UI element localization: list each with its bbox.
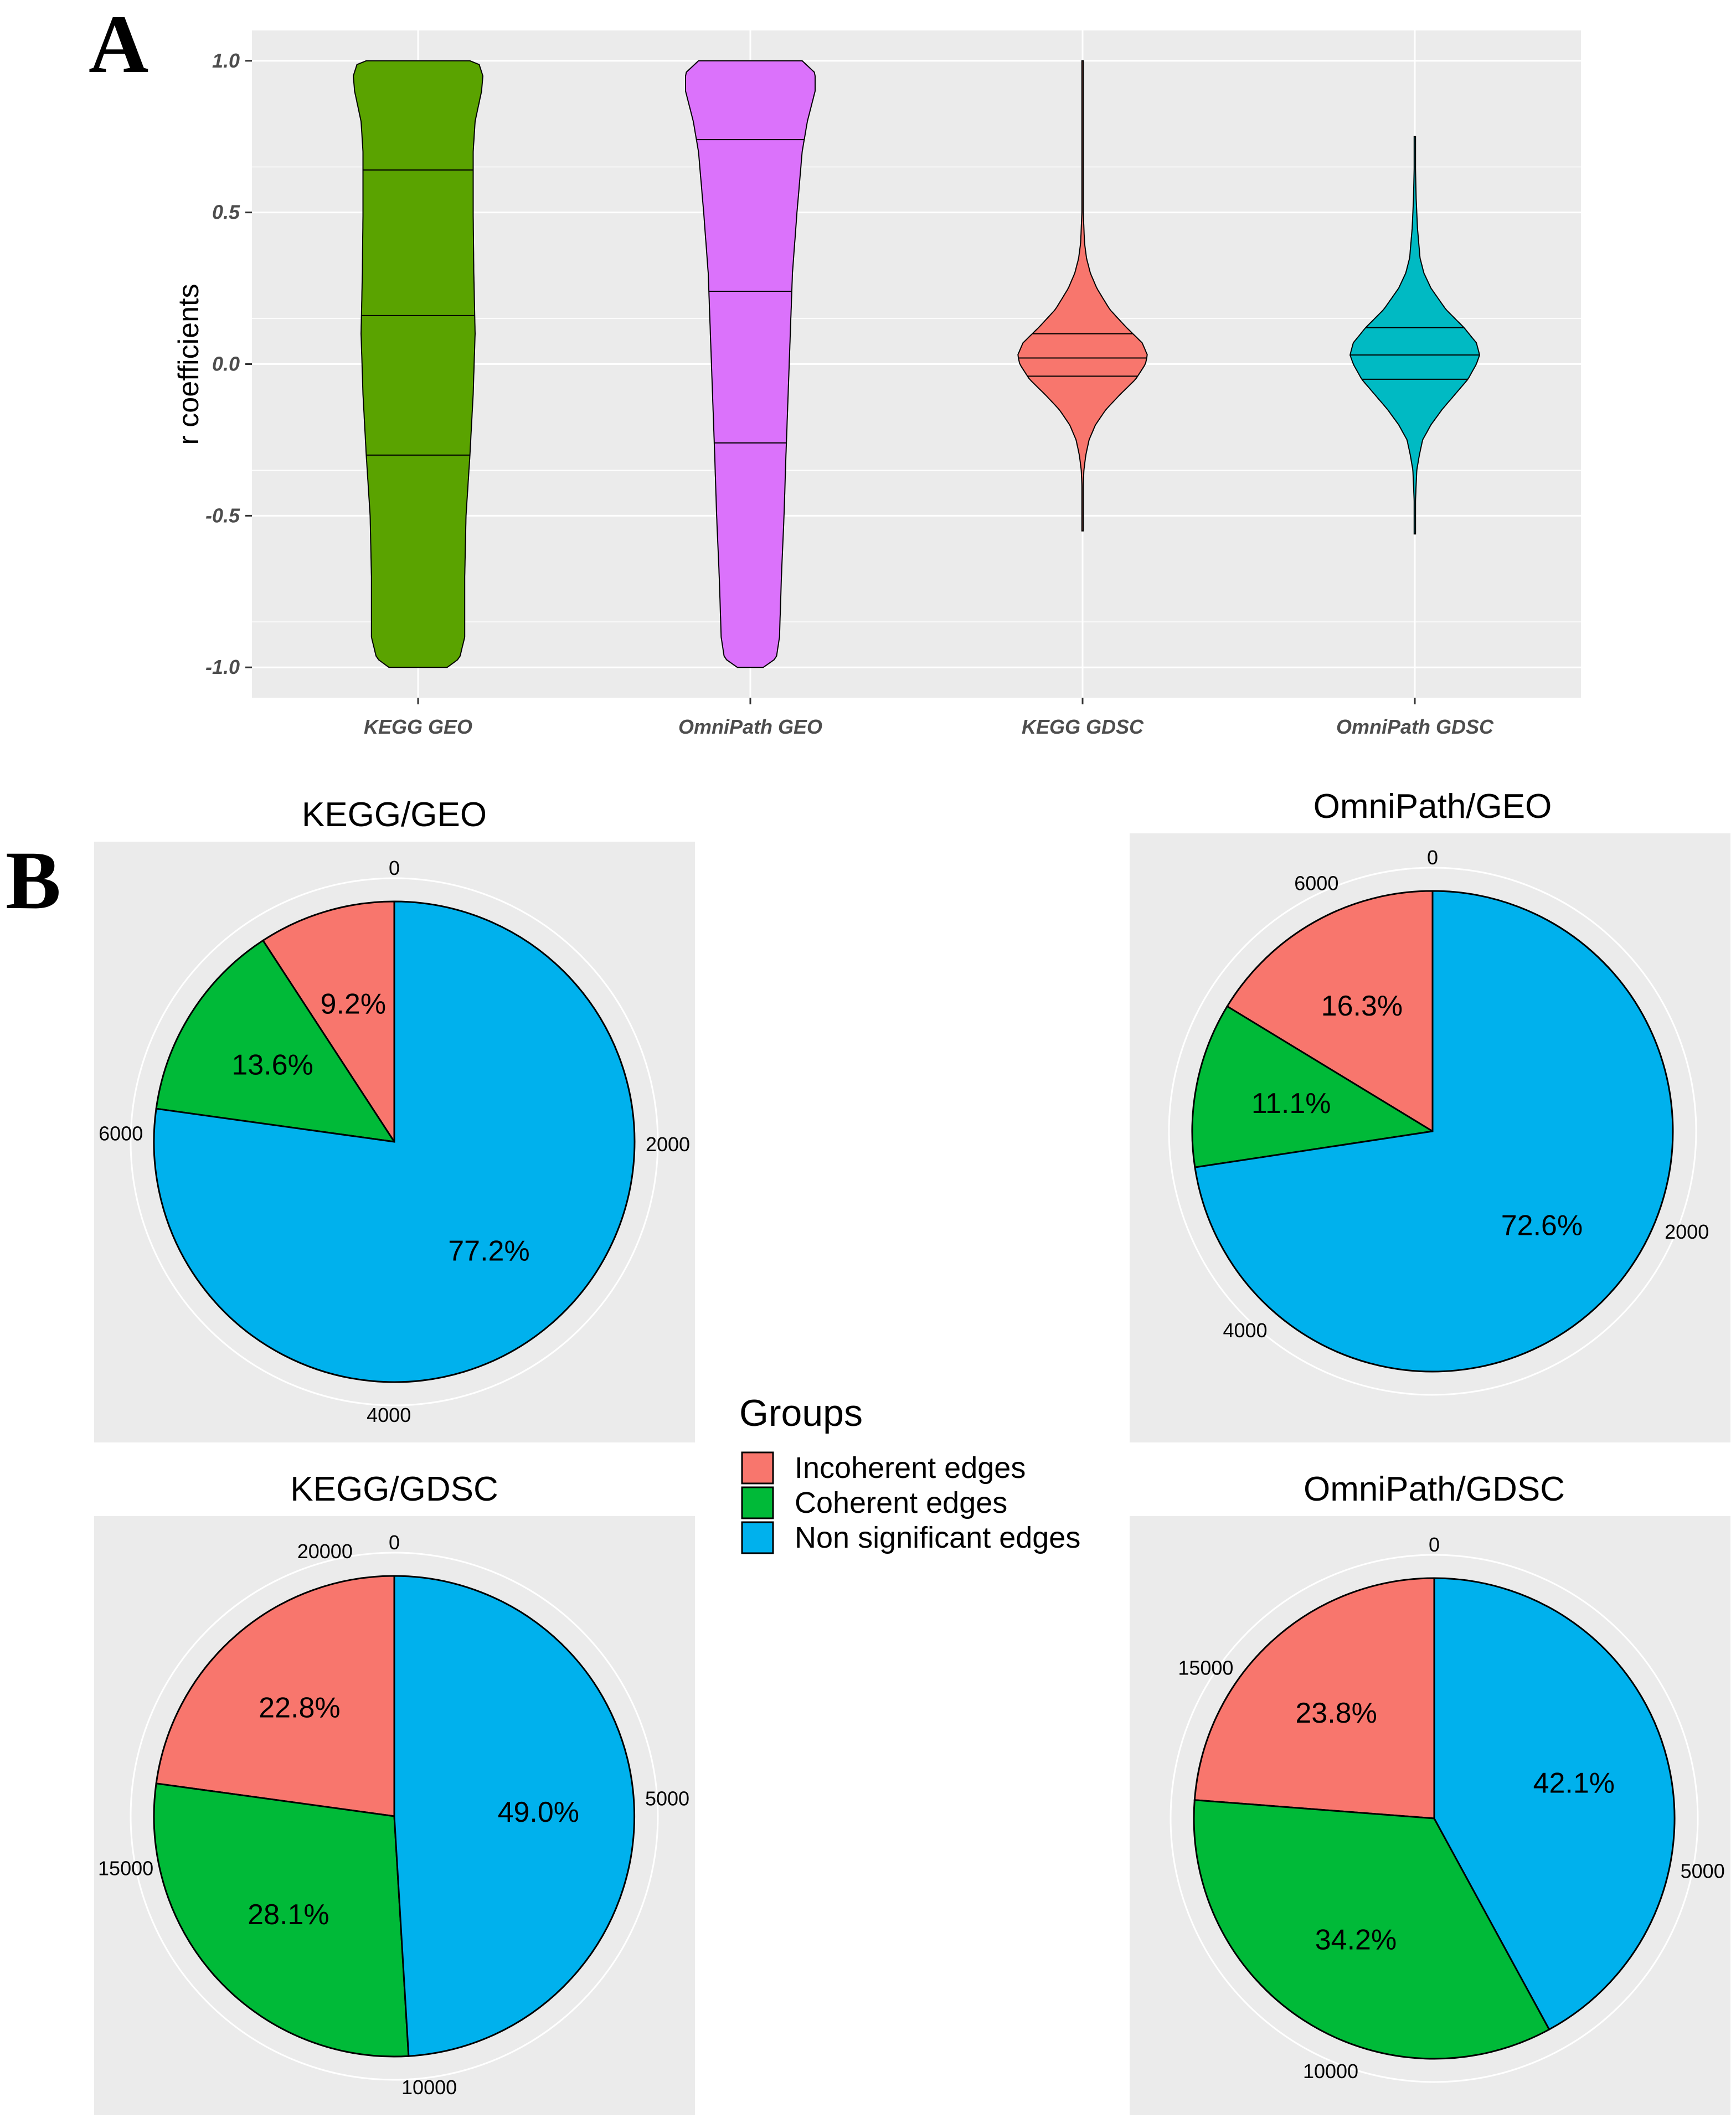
panel-a-label: A	[89, 0, 148, 90]
violin-omnipath-gdsc	[1349, 136, 1480, 535]
x-tick-label-kegg-geo: KEGG GEO	[364, 715, 472, 738]
pie-slice-label: 13.6%	[231, 1049, 313, 1081]
y-tick-label: 1.0	[212, 49, 240, 72]
pie-slice-label: 28.1%	[248, 1899, 329, 1931]
panel-b-label: B	[6, 834, 61, 926]
violin-kegg-geo	[352, 60, 484, 668]
legend-swatch-coherent-edges	[741, 1486, 774, 1519]
pie-slice-non-significant-edges	[153, 900, 636, 1383]
pie-count-tick: 6000	[1294, 872, 1338, 895]
pie-outer-grid-ring	[1168, 867, 1697, 1396]
pie-slice-label: 22.8%	[259, 1692, 340, 1724]
x-tick-label-omnipath-geo: OmniPath GEO	[678, 715, 822, 738]
pie-count-tick: 5000	[1681, 1859, 1725, 1882]
pie-slice-non-significant-edges	[1433, 1577, 1676, 2031]
legend-label-coherent-edges: Coherent edges	[795, 1486, 1007, 1519]
pie-count-tick: 4000	[1223, 1319, 1267, 1342]
y-tick-label: 0.5	[212, 201, 240, 224]
pie-slice-label: 34.2%	[1315, 1924, 1397, 1956]
x-tick-label-omnipath-gdsc: OmniPath GDSC	[1336, 715, 1494, 738]
pie-count-tick: 5000	[645, 1787, 689, 1810]
pie-count-tick: 6000	[99, 1122, 143, 1145]
legend-swatch-incoherent-edges	[741, 1451, 774, 1485]
pie-chart-kegg-geo: KEGG/GEO 9.2%13.6% 77.2% 0 2000 4000 6000	[94, 796, 695, 1442]
pie-count-tick: 0	[389, 1531, 400, 1554]
pie-slice-label: 77.2%	[448, 1235, 529, 1267]
pie-slice-incoherent-edges	[1193, 1577, 1435, 1820]
violin-kegg-gdsc	[1017, 60, 1148, 532]
pie-slice-coherent-edges	[1193, 1799, 1550, 2060]
pie-slice-label: 11.1%	[1251, 1088, 1331, 1120]
legend-swatch-non-significant-edges	[741, 1521, 774, 1554]
violin-y-tick-labels: 1.0 0.5 0.0 -0.5 -1.0	[205, 49, 252, 678]
pie-outer-grid-ring	[130, 877, 659, 1406]
pie-count-tick: 2000	[1665, 1220, 1709, 1243]
pie-count-tick: 15000	[98, 1857, 153, 1879]
pie-slice-label: 9.2%	[321, 988, 387, 1020]
pie-count-tick: 15000	[1178, 1656, 1233, 1679]
pie-count-tick: 20000	[297, 1540, 353, 1563]
pie-outer-grid-ring	[130, 1552, 659, 2081]
pie-slice-label: 72.6%	[1501, 1210, 1583, 1242]
pie-slice-coherent-edges	[1191, 1005, 1435, 1168]
pie-slice-label: 49.0%	[498, 1796, 579, 1828]
legend-title: Groups	[739, 1392, 863, 1434]
pie-slice-non-significant-edges	[1194, 890, 1674, 1373]
pie-slice-incoherent-edges	[261, 900, 395, 1145]
pie-title: OmniPath/GEO	[1313, 787, 1552, 826]
pie-slice-coherent-edges	[153, 1782, 410, 2058]
violin-chart: 1.00.50.0-0.5-1.0 KEGG GEO OmniPath GEO KE…	[173, 14, 1581, 738]
pie-chart-omnipath-gdsc: OmniPath/GDSC 23.8% 34.2% 42.1% 0 5000 10000 15…	[1130, 1470, 1730, 2115]
pie-count-tick: 10000	[401, 2076, 457, 2099]
pie-slice-incoherent-edges	[1226, 890, 1434, 1133]
pie-title: KEGG/GDSC	[290, 1470, 498, 1508]
pie-title: OmniPath/GDSC	[1304, 1470, 1565, 1508]
pie-slice-coherent-edges	[155, 939, 396, 1143]
violin-x-tick-labels: KEGG GEO OmniPath GEO KEGG GDSC OmniPath GD…	[364, 698, 1494, 738]
pie-count-tick: 0	[1427, 846, 1438, 869]
pie-slice-label: 16.3%	[1321, 990, 1403, 1022]
pie-slice-label: 23.8%	[1295, 1697, 1377, 1729]
y-tick-label: -0.5	[205, 504, 240, 527]
pie-title: KEGG/GEO	[302, 796, 487, 834]
pie-count-tick: 2000	[646, 1133, 690, 1156]
pie-chart-omnipath-geo: OmniPath/GEO 16.3% 11.1% 72.6% 0 2000 4000 6000	[1130, 787, 1730, 1442]
pie-chart-kegg-gdsc: KEGG/GDSC 22.8% 28.1% 49.0% 0 5000 10000 15000 2…	[94, 1470, 695, 2115]
pie-slice-incoherent-edges	[155, 1575, 395, 1817]
pie-count-tick: 0	[389, 857, 400, 879]
legend-label-non-significant-edges: Non significant edges	[795, 1521, 1080, 1554]
pie-slice-label: 42.1%	[1533, 1767, 1615, 1800]
legend-label-incoherent-edges: Incoherent edges	[795, 1451, 1026, 1485]
x-tick-label-kegg-gdsc: KEGG GDSC	[1022, 715, 1144, 738]
pie-count-tick: 4000	[367, 1404, 411, 1426]
violin-omnipath-geo	[685, 60, 816, 668]
pie-slice-non-significant-edges	[393, 1575, 636, 2057]
pie-count-tick: 10000	[1303, 2060, 1358, 2083]
violin-y-axis-label: r coefficients	[173, 284, 205, 445]
y-tick-label: -1.0	[205, 656, 240, 678]
pie-outer-grid-ring	[1170, 1554, 1699, 2083]
pie-count-tick: 0	[1429, 1533, 1440, 1556]
violin-series	[352, 60, 1480, 668]
y-tick-label: 0.0	[212, 353, 240, 375]
